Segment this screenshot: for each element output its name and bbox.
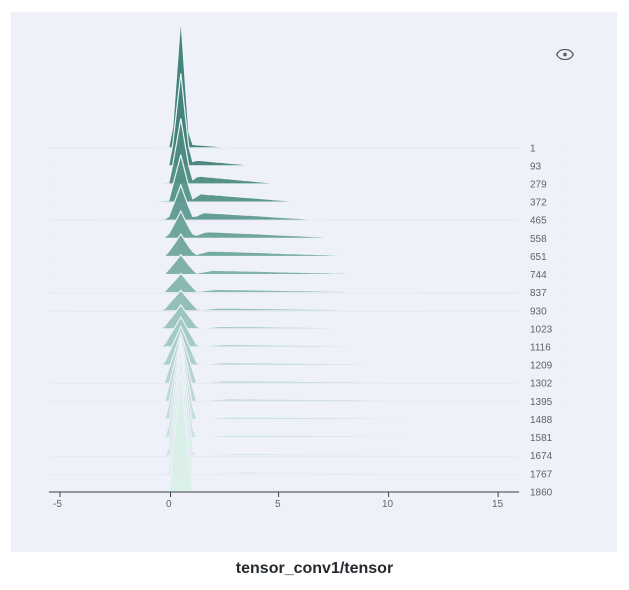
svg-text:10: 10 bbox=[382, 499, 394, 510]
svg-text:837: 837 bbox=[530, 288, 547, 299]
svg-text:-5: -5 bbox=[53, 499, 62, 510]
svg-text:1488: 1488 bbox=[530, 415, 553, 426]
svg-text:1116: 1116 bbox=[530, 343, 551, 354]
svg-text:5: 5 bbox=[275, 499, 281, 510]
svg-text:558: 558 bbox=[530, 234, 547, 245]
svg-text:1674: 1674 bbox=[530, 451, 553, 462]
svg-text:1209: 1209 bbox=[530, 361, 553, 372]
svg-text:1: 1 bbox=[530, 143, 536, 154]
svg-text:372: 372 bbox=[530, 198, 547, 209]
svg-text:1023: 1023 bbox=[530, 324, 553, 335]
svg-text:279: 279 bbox=[530, 180, 547, 191]
svg-text:1860: 1860 bbox=[530, 487, 553, 498]
svg-text:651: 651 bbox=[530, 252, 547, 263]
svg-text:93: 93 bbox=[530, 161, 542, 172]
svg-text:15: 15 bbox=[492, 499, 504, 510]
svg-text:744: 744 bbox=[530, 270, 547, 281]
svg-text:1395: 1395 bbox=[530, 397, 553, 408]
svg-text:1581: 1581 bbox=[530, 433, 553, 444]
svg-text:465: 465 bbox=[530, 216, 547, 227]
svg-text:1767: 1767 bbox=[530, 469, 553, 480]
svg-text:0: 0 bbox=[166, 499, 172, 510]
svg-text:930: 930 bbox=[530, 306, 547, 317]
svg-text:1302: 1302 bbox=[530, 379, 553, 390]
